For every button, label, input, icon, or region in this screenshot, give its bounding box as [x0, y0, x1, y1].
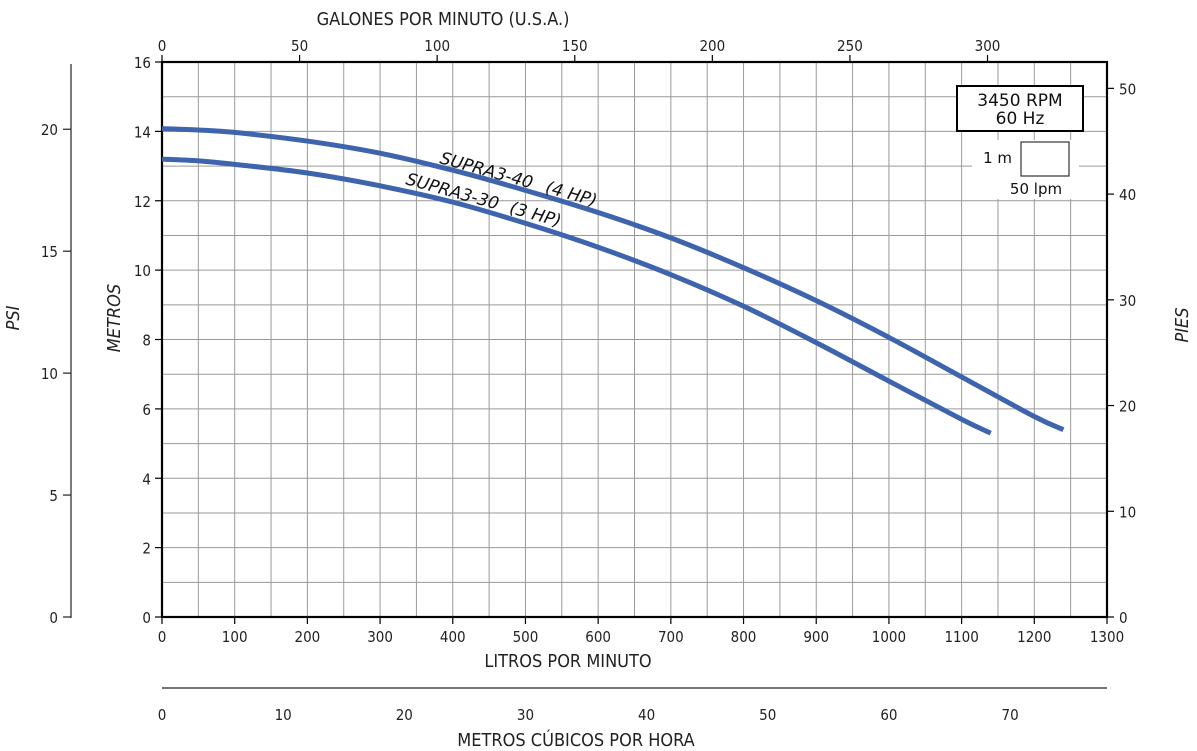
grid: [162, 62, 1107, 617]
y-left-tick-label: 8: [142, 332, 151, 350]
y-right-tick-label: 50: [1119, 80, 1136, 98]
x-bottom-tick-label: 1000: [872, 628, 906, 646]
y-psi-tick-label: 5: [49, 487, 58, 505]
x-bottom-title: LITROS POR MINUTO: [484, 651, 651, 672]
y-psi-tick-label: 20: [41, 121, 58, 139]
x-extra-tick-label: 10: [275, 706, 292, 724]
y-left-tick-label: 14: [134, 123, 151, 141]
y-right-tick-label: 0: [1119, 609, 1128, 627]
y-left-tick-label: 10: [134, 262, 151, 280]
rpm-info-box: [956, 85, 1084, 132]
x-bottom-tick-label: 400: [440, 628, 466, 646]
y-right-tick-label: 40: [1119, 186, 1136, 204]
x-bottom-tick-label: 0: [158, 628, 167, 646]
y-left-tick-label: 12: [134, 193, 151, 211]
x-bottom-tick-label: 1200: [1017, 628, 1051, 646]
y-left-tick-label: 16: [134, 54, 151, 72]
x-top-tick-label: 200: [699, 37, 725, 55]
y-right-tick-label: 30: [1119, 292, 1136, 310]
hz-text: 60 Hz: [996, 109, 1045, 129]
x-top-tick-label: 300: [975, 37, 1001, 55]
x-top-title: GALONES POR MINUTO (U.S.A.): [317, 9, 570, 30]
x-bottom-tick-label: 200: [295, 628, 321, 646]
grid-scale-square: [1020, 141, 1070, 177]
x-extra-tick-label: 60: [880, 706, 897, 724]
x-extra-tick-label: 50: [759, 706, 776, 724]
series-line-supra3-40: [161, 126, 1065, 432]
grid-scale-vertical: 1 m: [983, 149, 1012, 167]
x-top-tick-label: 50: [291, 37, 308, 55]
x-extra-tick-label: 30: [517, 706, 534, 724]
x-bottom-tick-label: 500: [513, 628, 539, 646]
y-left-tick-label: 2: [142, 540, 151, 558]
x-extra-tick-label: 70: [1001, 706, 1018, 724]
x-top-tick-label: 250: [837, 37, 863, 55]
x-top-tick-label: 150: [562, 37, 588, 55]
series-line-supra3-30: [161, 156, 992, 436]
y-psi-tick-label: 15: [41, 243, 58, 261]
y-psi-tick-label: 0: [49, 609, 58, 627]
series-layer: [161, 126, 1065, 436]
x-top-tick-label: 0: [158, 37, 167, 55]
x-bottom-tick-label: 100: [222, 628, 248, 646]
x-extra-tick-label: 20: [396, 706, 413, 724]
x-bottom-tick-label: 1300: [1090, 628, 1124, 646]
x-extra-tick-label: 40: [638, 706, 655, 724]
x-bottom-tick-label: 800: [731, 628, 757, 646]
y-right-title: PIES: [1172, 307, 1193, 342]
y-left-tick-label: 6: [142, 401, 151, 419]
x-bottom-tick-label: 900: [803, 628, 829, 646]
y-right-tick-label: 10: [1119, 503, 1136, 521]
x-extra-title: METROS CÚBICOS POR HORA: [457, 729, 694, 751]
tick-layer: 0 100 200 300 400 500 600 700 800 900 1000 1100 1200…: [41, 37, 1136, 724]
y-left-tick-label: 4: [142, 470, 151, 488]
x-extra-tick-label: 0: [158, 706, 167, 724]
y-psi-title: PSI: [3, 305, 24, 330]
x-bottom-tick-label: 700: [658, 628, 684, 646]
rpm-text: 3450 RPM: [977, 91, 1062, 111]
grid-scale-horizontal: 50 lpm: [1010, 180, 1062, 198]
x-bottom-tick-label: 1100: [944, 628, 978, 646]
x-top-tick-label: 100: [424, 37, 450, 55]
y-right-tick-label: 20: [1119, 398, 1136, 416]
y-left-title: METROS: [104, 284, 125, 352]
y-left-tick-label: 0: [142, 609, 151, 627]
x-bottom-tick-label: 600: [585, 628, 611, 646]
y-psi-tick-label: 10: [41, 365, 58, 383]
x-bottom-tick-label: 300: [367, 628, 393, 646]
